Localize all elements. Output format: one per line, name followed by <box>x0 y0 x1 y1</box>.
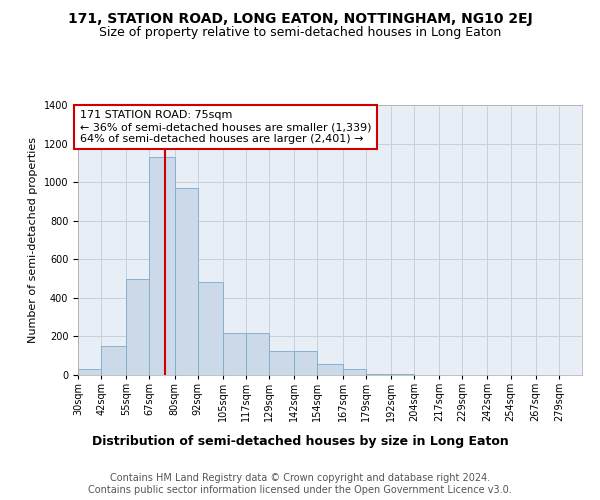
Bar <box>294 351 317 375</box>
Bar <box>126 278 149 375</box>
Bar <box>223 332 246 375</box>
Bar <box>198 282 223 375</box>
Bar <box>391 374 414 375</box>
Y-axis label: Number of semi-detached properties: Number of semi-detached properties <box>28 137 38 343</box>
Bar <box>246 332 269 375</box>
Bar <box>317 364 343 375</box>
Bar <box>78 369 101 375</box>
Bar <box>343 369 366 375</box>
Bar <box>366 374 391 375</box>
Text: Contains HM Land Registry data © Crown copyright and database right 2024.
Contai: Contains HM Land Registry data © Crown c… <box>88 474 512 495</box>
Text: Distribution of semi-detached houses by size in Long Eaton: Distribution of semi-detached houses by … <box>92 435 508 448</box>
Bar <box>269 351 294 375</box>
Bar <box>175 188 198 375</box>
Text: Size of property relative to semi-detached houses in Long Eaton: Size of property relative to semi-detach… <box>99 26 501 39</box>
Bar <box>101 346 126 375</box>
Bar <box>149 157 175 375</box>
Text: 171, STATION ROAD, LONG EATON, NOTTINGHAM, NG10 2EJ: 171, STATION ROAD, LONG EATON, NOTTINGHA… <box>68 12 532 26</box>
Text: 171 STATION ROAD: 75sqm
← 36% of semi-detached houses are smaller (1,339)
64% of: 171 STATION ROAD: 75sqm ← 36% of semi-de… <box>80 110 371 144</box>
